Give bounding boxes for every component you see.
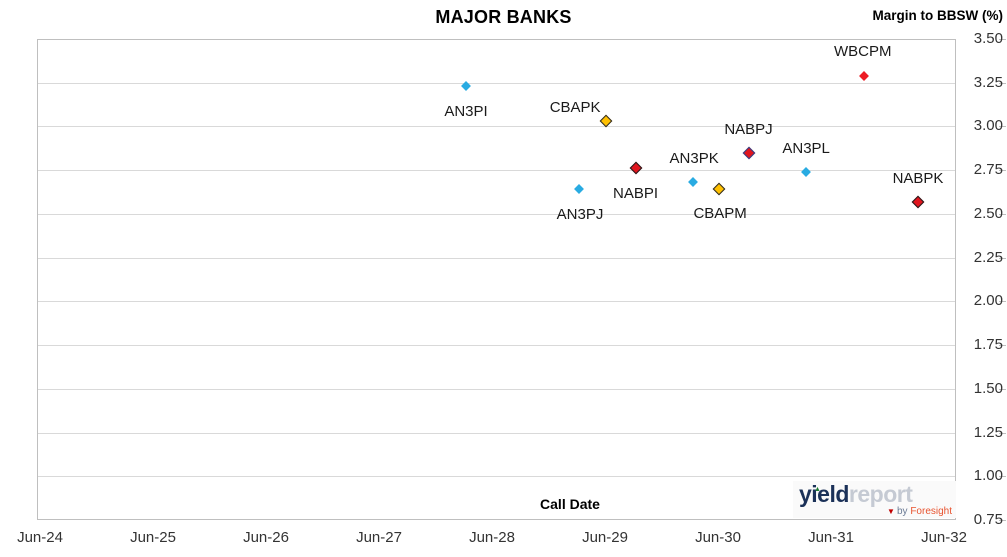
x-tick-label: Jun-31 xyxy=(808,529,854,546)
point-label-nabpk: NABPK xyxy=(892,169,944,187)
y-tick-label: 0.75 xyxy=(973,511,1003,528)
y-tick-mark xyxy=(999,257,1006,259)
y-tick-label: 2.00 xyxy=(973,292,1003,310)
point-label-an3pj: AN3PJ xyxy=(556,206,604,224)
x-tick-label: Jun-25 xyxy=(130,529,176,546)
y-tick-label: 1.75 xyxy=(973,336,1003,354)
yieldreport-logo: yieldreport ▲ ▼ by Foresight xyxy=(793,481,956,518)
point-label-cbapk: CBAPK xyxy=(549,99,601,117)
logo-down-triangle-icon: ▼ xyxy=(887,507,895,516)
x-tick-label: Jun-32 xyxy=(921,529,967,546)
y-tick-label: 2.50 xyxy=(973,204,1003,222)
gridline xyxy=(38,388,955,390)
y-tick-label: 2.75 xyxy=(973,161,1003,179)
y-tick-label: 3.00 xyxy=(973,117,1003,135)
gridline xyxy=(38,126,955,128)
y-tick-label: 1.25 xyxy=(973,423,1003,441)
chart-title: MAJOR BANKS xyxy=(435,7,572,27)
gridline xyxy=(38,82,955,84)
y-tick-mark xyxy=(999,432,1006,434)
point-label-an3pi: AN3PI xyxy=(444,103,488,121)
x-tick-label: Jun-24 xyxy=(17,529,63,546)
y-tick-mark xyxy=(999,170,1006,172)
y-tick-mark xyxy=(999,39,1006,40)
y-tick-mark xyxy=(999,82,1006,84)
gridline xyxy=(38,257,955,259)
logo-wordmark: yieldreport ▲ xyxy=(799,481,913,507)
point-label-wbcpm: WBCPM xyxy=(834,42,892,60)
gridline xyxy=(38,301,955,303)
x-tick-label: Jun-27 xyxy=(356,529,402,546)
point-label-an3pl: AN3PL xyxy=(782,139,830,157)
x-tick-label: Jun-28 xyxy=(469,529,515,546)
x-tick-label: Jun-30 xyxy=(695,529,741,546)
logo-by-text: by xyxy=(896,506,908,517)
point-label-nabpj: NABPJ xyxy=(724,120,773,138)
y-tick-mark xyxy=(999,520,1006,521)
logo-report-text: report xyxy=(848,481,913,507)
point-label-nabpi: NABPI xyxy=(612,185,658,203)
gridline xyxy=(38,345,955,347)
logo-foresight-text: Foresight xyxy=(910,506,952,517)
y-tick-mark xyxy=(999,213,1006,215)
gridline xyxy=(38,213,955,215)
point-label-an3pk: AN3PK xyxy=(669,150,719,168)
gridline xyxy=(38,476,955,478)
x-axis-title: Call Date xyxy=(540,496,600,512)
y-tick-label: 3.25 xyxy=(973,73,1003,91)
y-tick-mark xyxy=(999,388,1006,390)
logo-up-triangle-icon: ▲ xyxy=(814,486,821,493)
y-tick-label: 3.50 xyxy=(973,30,1003,47)
gridline xyxy=(38,432,955,434)
y-tick-label: 1.50 xyxy=(973,379,1003,397)
y-tick-mark xyxy=(999,301,1006,303)
point-label-cbapm: CBAPM xyxy=(693,205,747,223)
y-tick-mark xyxy=(999,345,1006,347)
plot-area xyxy=(37,39,956,520)
y-tick-label: 2.25 xyxy=(973,248,1003,266)
gridline xyxy=(38,170,955,172)
y-tick-mark xyxy=(999,476,1006,478)
logo-yield-text: yield xyxy=(799,481,849,507)
y-tick-mark xyxy=(999,126,1006,128)
y-tick-label: 1.00 xyxy=(973,467,1003,485)
x-tick-label: Jun-26 xyxy=(243,529,289,546)
logo-tagline: ▼ by Foresight xyxy=(887,506,952,517)
y-axis-title: Margin to BBSW (%) xyxy=(872,8,1004,23)
x-tick-label: Jun-29 xyxy=(582,529,628,546)
